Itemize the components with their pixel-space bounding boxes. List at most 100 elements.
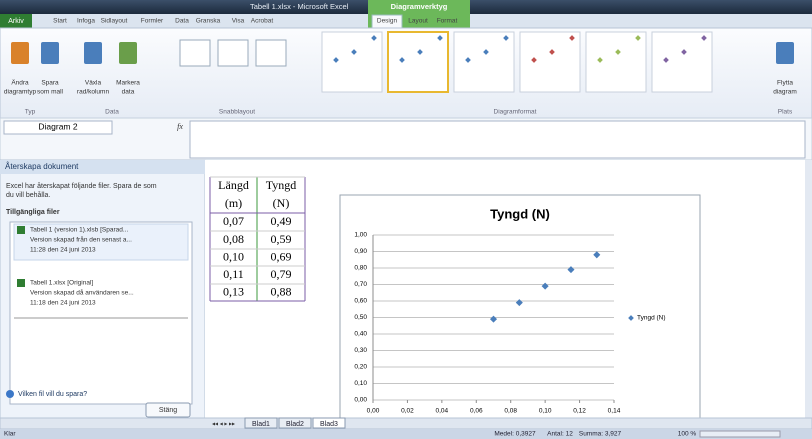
cell: 0,88 bbox=[271, 284, 292, 298]
chart-style[interactable] bbox=[519, 31, 581, 93]
file-line[interactable]: Version skapad då användaren se... bbox=[30, 289, 134, 297]
files-heading: Tillgängliga filer bbox=[6, 209, 60, 216]
button-label[interactable]: som mall bbox=[37, 89, 64, 96]
ribbon-tab[interactable]: Format bbox=[437, 18, 458, 25]
chart-style[interactable] bbox=[651, 31, 713, 93]
style-point bbox=[635, 35, 641, 41]
status-bar bbox=[0, 429, 812, 439]
button-icon[interactable] bbox=[11, 42, 29, 64]
file-tab[interactable] bbox=[0, 14, 32, 28]
button-icon[interactable] bbox=[84, 42, 102, 64]
file-line[interactable]: Tabell 1.xlsx [Original] bbox=[30, 280, 93, 287]
help-icon bbox=[6, 390, 14, 398]
fx-label: fx bbox=[177, 122, 183, 131]
sheet-tab[interactable] bbox=[244, 417, 278, 429]
close-label[interactable]: Stäng bbox=[159, 407, 177, 414]
x-tick-label: 0,14 bbox=[608, 408, 621, 415]
y-tick-label: 0,80 bbox=[354, 265, 367, 272]
pane-header bbox=[0, 160, 205, 174]
tab-nav[interactable]: ◂◂ ◂ ▸ ▸▸ bbox=[212, 422, 235, 428]
ribbon-tab[interactable]: Visa bbox=[232, 18, 245, 25]
ribbon-tab[interactable]: Data bbox=[175, 18, 189, 25]
status-average: Medel: 0,3927 bbox=[494, 431, 536, 438]
legend-label: Tyngd (N) bbox=[637, 315, 666, 322]
help-link[interactable]: Vilken fil vill du spara? bbox=[18, 391, 87, 398]
file-line[interactable]: 11:18 den 24 juni 2013 bbox=[30, 300, 96, 307]
cell: 0,69 bbox=[271, 249, 292, 263]
sheet-tab-label[interactable]: Blad3 bbox=[320, 421, 338, 428]
file-tab-label[interactable]: Arkiv bbox=[8, 18, 24, 25]
style-point bbox=[681, 49, 687, 55]
style-point bbox=[597, 57, 603, 63]
button-label[interactable]: data bbox=[122, 89, 135, 96]
tab-row bbox=[0, 14, 368, 28]
formula-input[interactable] bbox=[189, 120, 806, 159]
ribbon-tab[interactable]: Acrobat bbox=[251, 18, 274, 25]
chart-style[interactable] bbox=[453, 31, 515, 93]
x-tick-label: 0,10 bbox=[539, 408, 552, 415]
y-tick-label: 0,70 bbox=[354, 281, 367, 288]
name-box[interactable] bbox=[3, 120, 113, 135]
style-point bbox=[663, 57, 669, 63]
button-label[interactable]: Spara bbox=[41, 80, 59, 87]
button-label[interactable]: Markera bbox=[116, 80, 140, 87]
chart-style[interactable] bbox=[321, 31, 383, 93]
header-cell: Längd bbox=[218, 178, 249, 192]
chart-frame[interactable] bbox=[339, 194, 701, 419]
file-line[interactable]: Tabell 1 (version 1).xlsb [Sparad... bbox=[30, 227, 128, 234]
chart: Tyngd (N) 0,00 0,10 0,20 0,30 0,40 0,50 0,60 0,7… bbox=[354, 206, 665, 414]
quick-layout[interactable] bbox=[255, 39, 287, 67]
button-icon[interactable] bbox=[41, 42, 59, 64]
button-label[interactable]: diagramtyp bbox=[4, 89, 37, 96]
cell: 0,08 bbox=[223, 232, 244, 246]
button-label[interactable]: Flytta bbox=[777, 80, 793, 87]
close-button[interactable] bbox=[145, 402, 191, 418]
chart-style[interactable] bbox=[585, 31, 647, 93]
quick-layout[interactable] bbox=[217, 39, 249, 67]
style-point bbox=[569, 35, 575, 41]
file-item-selected[interactable] bbox=[13, 223, 189, 261]
button-label[interactable]: diagram bbox=[773, 89, 796, 96]
x-tick-label: 0,04 bbox=[436, 408, 449, 415]
x-tick-label: 0,06 bbox=[470, 408, 483, 415]
sheet-tab-label[interactable]: Blad2 bbox=[286, 421, 304, 428]
sheet-tab[interactable] bbox=[312, 417, 346, 429]
quick-layout[interactable] bbox=[179, 39, 211, 67]
y-tick-label: 0,60 bbox=[354, 298, 367, 305]
ribbon-tab[interactable]: Granska bbox=[196, 18, 221, 25]
y-tick-label: 0,10 bbox=[354, 380, 367, 387]
button-label[interactable]: Växla bbox=[85, 80, 102, 87]
button-label[interactable]: Ändra bbox=[11, 79, 29, 87]
excel-file-icon bbox=[17, 279, 25, 287]
button-icon[interactable] bbox=[119, 42, 137, 64]
sheet-tab[interactable] bbox=[278, 417, 312, 429]
ribbon-tab[interactable]: Design bbox=[377, 18, 398, 25]
ribbon-tab[interactable]: Start bbox=[53, 18, 67, 25]
group-label: Snabblayout bbox=[219, 109, 255, 116]
context-tab-label: Diagramverktyg bbox=[391, 2, 448, 11]
data-point bbox=[489, 315, 498, 323]
ribbon-tab[interactable]: Infoga bbox=[77, 18, 95, 25]
status-zoom: 100 % bbox=[678, 431, 697, 438]
ribbon-tab[interactable]: Formler bbox=[141, 18, 164, 25]
sheet-tab-label[interactable]: Blad1 bbox=[252, 421, 270, 428]
file-line[interactable]: 11:28 den 24 juni 2013 bbox=[30, 247, 96, 254]
button-label[interactable]: rad/kolumn bbox=[77, 89, 110, 96]
zoom-slider[interactable] bbox=[699, 430, 781, 438]
button-icon[interactable] bbox=[776, 42, 794, 64]
ribbon-tab[interactable]: Sidlayout bbox=[101, 18, 128, 25]
cell: 0,79 bbox=[271, 267, 292, 281]
status-count: Antal: 12 bbox=[547, 431, 573, 438]
style-point bbox=[701, 35, 707, 41]
excel-file-icon bbox=[17, 226, 25, 234]
cell: 0,10 bbox=[223, 249, 244, 263]
cell: 0,49 bbox=[271, 214, 292, 228]
ribbon-tab[interactable]: Layout bbox=[408, 18, 428, 25]
file-line[interactable]: Version skapad från den senast a... bbox=[30, 236, 132, 244]
cell: 0,07 bbox=[223, 214, 244, 228]
tab-row bbox=[470, 14, 812, 28]
cell: 0,11 bbox=[223, 267, 244, 281]
y-tick-label: 1,00 bbox=[354, 232, 367, 239]
cell: 0,59 bbox=[271, 232, 292, 246]
chart-style[interactable] bbox=[387, 31, 449, 93]
